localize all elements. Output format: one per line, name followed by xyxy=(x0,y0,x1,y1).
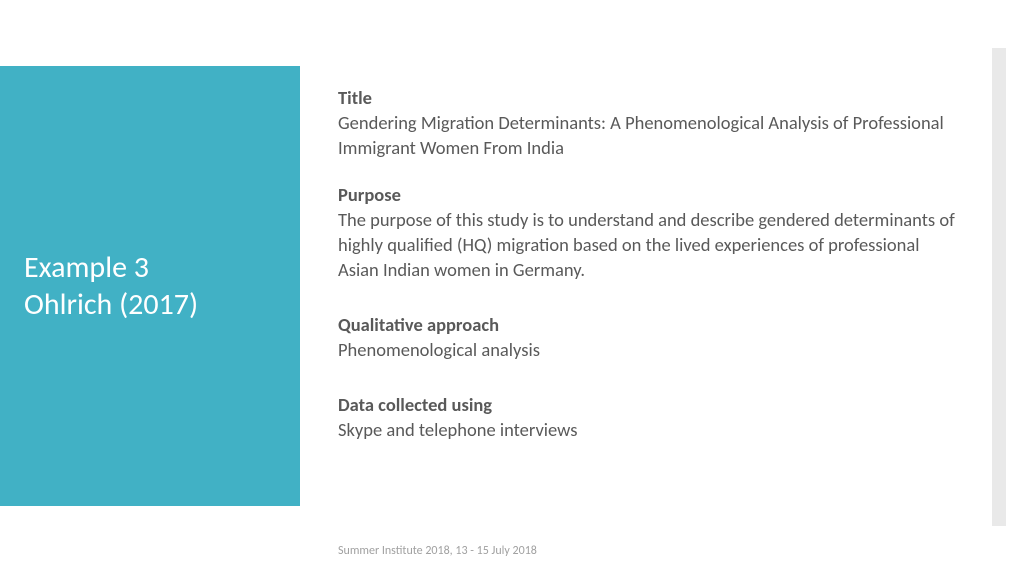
purpose-label: Purpose xyxy=(338,183,963,208)
title-text: Gendering Migration Determinants: A Phen… xyxy=(338,111,963,161)
content-area: Title Gendering Migration Determinants: … xyxy=(338,86,963,465)
footer-text: Summer Institute 2018, 13 - 15 July 2018 xyxy=(338,544,537,558)
purpose-text: The purpose of this study is to understa… xyxy=(338,208,963,283)
section-title: Title Gendering Migration Determinants: … xyxy=(338,86,963,161)
slide-title: Example 3 Ohlrich (2017) xyxy=(24,249,198,324)
slide-title-line1: Example 3 xyxy=(24,249,198,287)
approach-text: Phenomenological analysis xyxy=(338,338,963,363)
data-label: Data collected using xyxy=(338,393,963,418)
section-purpose: Purpose The purpose of this study is to … xyxy=(338,183,963,283)
approach-label: Qualitative approach xyxy=(338,313,963,338)
right-accent-bar xyxy=(992,48,1006,526)
title-label: Title xyxy=(338,86,963,111)
section-approach: Qualitative approach Phenomenological an… xyxy=(338,313,963,363)
section-data: Data collected using Skype and telephone… xyxy=(338,393,963,443)
data-text: Skype and telephone interviews xyxy=(338,418,963,443)
left-title-panel: Example 3 Ohlrich (2017) xyxy=(0,66,300,506)
slide-title-line2: Ohlrich (2017) xyxy=(24,286,198,324)
